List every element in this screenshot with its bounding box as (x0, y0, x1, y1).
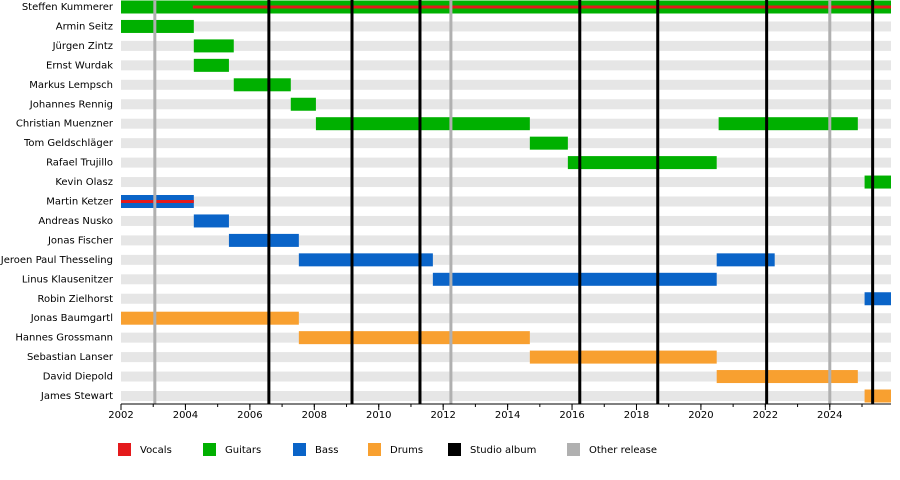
y-tick-label: Robin Zielhorst (37, 294, 113, 305)
row-stripe (121, 99, 891, 110)
member-bar (718, 117, 858, 131)
y-tick-label: Hannes Grossmann (15, 333, 113, 344)
x-tick-label: 2006 (237, 410, 262, 421)
row-stripe (121, 313, 891, 324)
legend-label: Guitars (225, 445, 261, 456)
member-bar (121, 19, 194, 33)
row-stripe (121, 293, 891, 304)
x-tick-label: 2010 (366, 410, 391, 421)
y-tick-label: Jeroen Paul Thesseling (0, 255, 113, 266)
row-stripe (121, 371, 891, 382)
row-stripe (121, 21, 891, 32)
legend-label: Bass (315, 445, 338, 456)
member-bar (193, 58, 229, 72)
row-stripe (121, 157, 891, 168)
y-tick-label: Martin Ketzer (46, 197, 114, 208)
member-bar (290, 97, 316, 111)
y-tick-label: Steffen Kummerer (22, 2, 114, 13)
legend-label: Studio album (470, 445, 536, 456)
y-tick-label: Ernst Wurdak (46, 60, 113, 71)
y-tick-label: Markus Lempsch (29, 80, 113, 91)
y-tick-label: Sebastian Lanser (27, 352, 114, 363)
member-bar (315, 117, 530, 131)
y-tick-label: Jürgen Zintz (52, 41, 113, 52)
member-bar (567, 156, 717, 170)
row-stripe (121, 40, 891, 51)
member-bar (193, 214, 229, 228)
legend-label: Other release (589, 445, 657, 456)
legend-swatch (118, 443, 131, 456)
x-tick-label: 2020 (688, 410, 713, 421)
x-tick-label: 2016 (559, 410, 584, 421)
member-bar (529, 136, 568, 150)
member-bar (193, 39, 234, 53)
member-bar (529, 350, 717, 364)
y-tick-label: Kevin Olasz (55, 177, 113, 188)
row-stripe (121, 196, 891, 207)
member-bar (298, 253, 433, 267)
row-stripe (121, 79, 891, 90)
y-tick-label: Tom Geldschläger (23, 138, 114, 149)
member-bar (121, 311, 299, 325)
legend-swatch (567, 443, 580, 456)
y-tick-label: Andreas Nusko (38, 216, 113, 227)
member-bar (716, 253, 775, 267)
x-tick-label: 2014 (495, 410, 520, 421)
row-stripe (121, 177, 891, 188)
row-stripe (121, 235, 891, 246)
member-bar (864, 292, 891, 306)
legend-label: Vocals (140, 445, 172, 456)
member-bar (864, 389, 891, 403)
member-bar (864, 175, 891, 189)
y-tick-label: Jonas Baumgartl (30, 313, 113, 324)
y-tick-label: Christian Muenzner (16, 119, 114, 130)
row-stripe (121, 391, 891, 401)
x-tick-label: 2002 (108, 410, 133, 421)
member-bar (432, 272, 717, 286)
member-bar (298, 331, 530, 345)
legend-label: Drums (390, 445, 423, 456)
x-tick-label: 2018 (624, 410, 649, 421)
x-tick-label: 2022 (753, 410, 778, 421)
row-stripe (121, 138, 891, 149)
row-stripe (121, 215, 891, 226)
legend-swatch (448, 443, 461, 456)
row-stripe (121, 254, 891, 265)
row-stripe (121, 352, 891, 363)
member-bar (233, 78, 291, 92)
y-tick-label: Johannes Rennig (29, 99, 113, 110)
y-tick-label: Rafael Trujillo (46, 158, 113, 169)
y-tick-label: Armin Seitz (56, 21, 113, 32)
y-tick-label: Jonas Fischer (47, 235, 114, 246)
row-stripe (121, 60, 891, 71)
legend-swatch (293, 443, 306, 456)
x-tick-label: 2004 (173, 410, 198, 421)
x-tick-label: 2024 (817, 410, 842, 421)
x-tick-label: 2012 (430, 410, 455, 421)
y-tick-label: David Diepold (43, 372, 113, 383)
legend-swatch (203, 443, 216, 456)
x-tick-label: 2008 (302, 410, 327, 421)
vocals-line (121, 200, 194, 203)
member-bar (716, 370, 858, 384)
member-bar (228, 233, 299, 247)
y-tick-label: Linus Klausenitzer (22, 274, 114, 285)
y-tick-label: James Stewart (40, 391, 113, 402)
legend-swatch (368, 443, 381, 456)
vocals-line (192, 5, 891, 9)
